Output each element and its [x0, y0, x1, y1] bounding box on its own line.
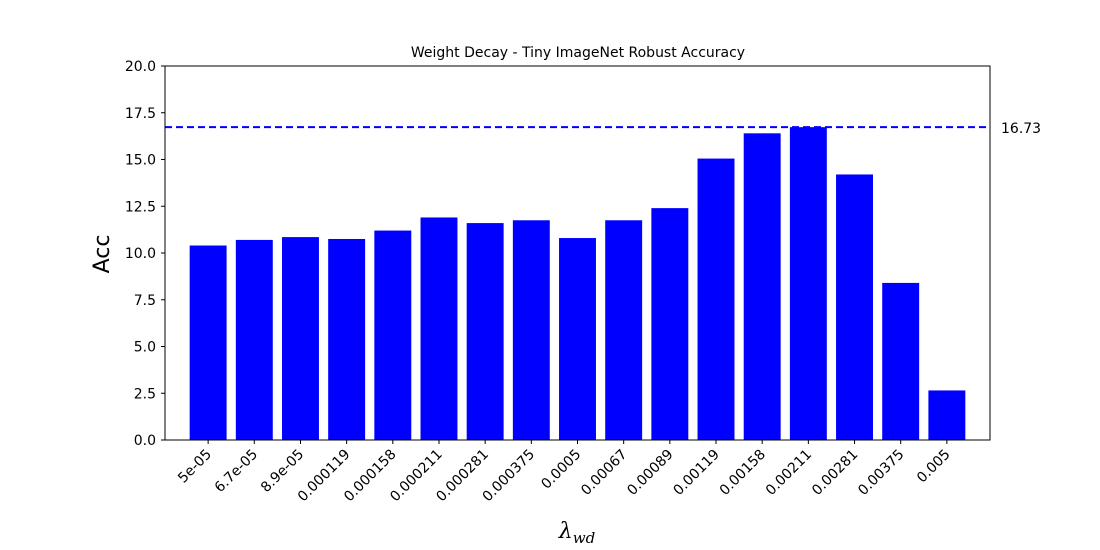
x-tick-label: 0.00067: [578, 447, 630, 499]
y-tick-label: 2.5: [134, 386, 156, 402]
x-tick-label: 5e-05: [175, 447, 215, 487]
y-tick-label: 20.0: [125, 59, 156, 75]
x-axis-label-symbol: λ: [558, 519, 573, 544]
x-tick-label: 0.005: [914, 447, 954, 487]
bar-0.00281: [836, 174, 873, 440]
x-tick-label: 0.00158: [717, 447, 769, 499]
x-axis-label: λwd: [558, 519, 595, 547]
x-tick-label: 0.00375: [855, 447, 907, 499]
y-axis-label: Acc: [90, 235, 115, 274]
x-tick-label: 0.00089: [624, 447, 676, 499]
x-tick-label: 0.0005: [538, 447, 584, 493]
x-axis: 5e-056.7e-058.9e-050.0001190.0001580.000…: [175, 440, 954, 505]
y-axis: 0.0 2.5 5.0 7.5 10.0 12.5 15.0 17.5 20.0: [125, 59, 165, 449]
reference-line-layer: 16.73: [165, 121, 1041, 137]
x-tick-label: 6.7e-05: [212, 447, 261, 496]
x-tick-label: 0.00119: [671, 447, 723, 499]
bar-0.005: [928, 390, 966, 440]
bar-0.0005: [559, 238, 596, 440]
chart-title: Weight Decay - Tiny ImageNet Robust Accu…: [411, 45, 745, 61]
y-tick-label: 5.0: [134, 340, 156, 356]
bars-layer: [189, 127, 966, 441]
y-tick-label: 10.0: [125, 246, 156, 262]
y-tick-label: 0.0: [134, 433, 156, 449]
y-tick-label: 7.5: [134, 293, 156, 309]
y-tick-label: 15.0: [125, 153, 156, 169]
bar-0.00089: [651, 208, 689, 440]
bar-0.00119: [697, 158, 735, 440]
bar-8.9e-05: [282, 237, 319, 440]
bar-0.00211: [789, 127, 827, 441]
bar-6.7e-05: [235, 239, 273, 440]
bar-0.00158: [743, 133, 781, 440]
bar-0.000375: [512, 220, 550, 440]
bar-0.000158: [374, 230, 412, 440]
bar-0.00067: [605, 220, 643, 440]
y-tick-label: 17.5: [125, 106, 156, 122]
reference-line-label: 16.73: [1001, 121, 1041, 137]
x-tick-label: 0.00211: [763, 447, 815, 499]
bar-0.000211: [420, 217, 458, 440]
bar-0.000281: [466, 223, 504, 440]
y-tick-label: 12.5: [125, 199, 156, 215]
x-axis-label-subscript: wd: [573, 529, 595, 547]
x-tick-label: 0.00281: [809, 447, 861, 499]
bar-0.000119: [328, 238, 366, 440]
bar-0.00375: [882, 282, 920, 440]
bar-5e-05: [189, 245, 227, 440]
